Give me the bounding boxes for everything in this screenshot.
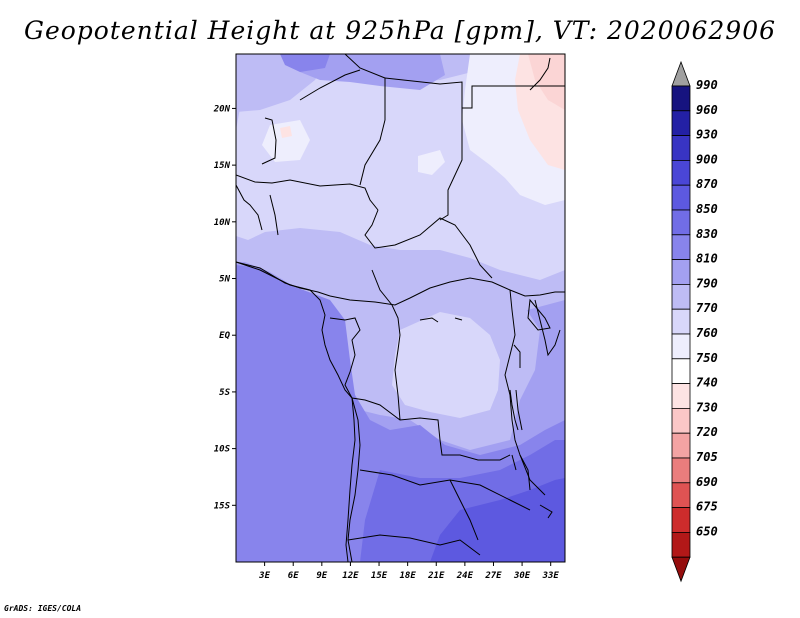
- lat-tick-label: 15S: [214, 501, 231, 511]
- field-band-810-top: [290, 54, 445, 90]
- field-band-750-w: [280, 126, 292, 138]
- colorbar-label: 740: [696, 376, 718, 390]
- lon-tick-label: 9E: [316, 571, 327, 581]
- colorbar-label: 675: [696, 500, 718, 514]
- colorbar-label: 960: [696, 103, 718, 117]
- colorbar-label: 650: [696, 524, 718, 538]
- colorbar-label: 760: [696, 326, 718, 340]
- map-frame: [235, 53, 566, 563]
- colorbar-swatch: [671, 283, 691, 310]
- colorbar-label: 770: [696, 301, 718, 315]
- field-band-850-nw: [280, 54, 330, 72]
- lon-tick-label: 24E: [456, 571, 474, 581]
- colorbar-swatch: [671, 358, 691, 384]
- lat-tick-label: EQ: [219, 331, 230, 341]
- colorbar-swatch: [671, 110, 691, 137]
- lon-tick-label: 30E: [513, 571, 531, 581]
- colorbar-swatch: [671, 383, 691, 409]
- colorbar-label: 900: [696, 152, 718, 166]
- colorbar-swatch: [671, 308, 691, 335]
- colorbar-swatch: [671, 407, 691, 434]
- credit-label: GrADS: IGES/COLA: [4, 604, 82, 613]
- colorbar-label: 990: [696, 78, 718, 92]
- chart-title: Geopotential Height at 925hPa [gpm], VT:…: [23, 16, 777, 45]
- colorbar-label: 810: [696, 252, 718, 266]
- country-borders: [236, 54, 565, 562]
- colorbar-swatch: [671, 259, 691, 285]
- colorbar-swatch: [671, 209, 691, 236]
- field-band-740: [528, 54, 565, 110]
- colorbar-label: 930: [696, 128, 718, 142]
- lon-tick-label: 27E: [484, 571, 502, 581]
- red-sea-coast: [529, 57, 551, 91]
- lon-tick-label: 21E: [427, 571, 445, 581]
- longitude-axis: 3E 6E 9E 12E 15E 18E 21E 24E 27E 30E 33E: [258, 562, 559, 581]
- colorbar-swatch: [671, 532, 691, 558]
- lon-tick-label: 6E: [288, 571, 299, 581]
- colorbar-swatch: [671, 507, 691, 533]
- latitude-axis: 20N 15N 10N 5N EQ 5S 10S 15S: [213, 104, 236, 511]
- colorbar: 990 960 930 900 870 850 830 810 790 770 760 750 740 7…: [671, 60, 718, 583]
- field-band-770-congo: [392, 312, 500, 418]
- lon-tick-label: 18E: [400, 571, 417, 581]
- lon-tick-label: 15E: [371, 571, 388, 581]
- colorbar-swatch: [671, 234, 691, 261]
- colorbar-swatch: [671, 432, 691, 459]
- colorbar-swatch: [671, 457, 691, 484]
- colorbar-label: 750: [696, 351, 718, 365]
- colorbar-bottom-triangle: [671, 556, 691, 583]
- colorbar-label: 830: [696, 227, 718, 241]
- colorbar-label: 730: [696, 400, 718, 414]
- lat-tick-label: 5S: [219, 388, 230, 398]
- colorbar-label: 690: [696, 475, 718, 489]
- colorbar-label: 720: [696, 425, 718, 439]
- field-band-760-sahel: [418, 150, 445, 175]
- colorbar-top-triangle: [671, 60, 691, 87]
- lakes: [419, 298, 553, 519]
- colorbar-swatch: [671, 85, 691, 112]
- lat-tick-label: 5N: [219, 275, 230, 285]
- lat-tick-label: 10N: [214, 218, 231, 228]
- colorbar-label: 705: [696, 450, 718, 464]
- height-field: [236, 54, 565, 562]
- colorbar-label: 850: [696, 202, 718, 216]
- lon-tick-label: 3E: [258, 571, 270, 581]
- colorbar-swatch: [671, 135, 691, 161]
- lat-tick-label: 20N: [213, 104, 231, 114]
- colorbar-label: 790: [696, 276, 718, 290]
- colorbar-swatch: [671, 159, 691, 186]
- colorbar-label: 870: [696, 177, 718, 191]
- colorbar-swatch: [671, 184, 691, 211]
- lat-tick-label: 10S: [214, 445, 231, 455]
- lon-tick-label: 12E: [342, 571, 359, 581]
- lon-tick-label: 33E: [542, 571, 560, 581]
- colorbar-swatch: [671, 333, 691, 360]
- field-band-870: [430, 478, 565, 562]
- coastline: [236, 261, 356, 562]
- colorbar-swatch: [671, 482, 691, 508]
- lat-tick-label: 15N: [214, 161, 231, 171]
